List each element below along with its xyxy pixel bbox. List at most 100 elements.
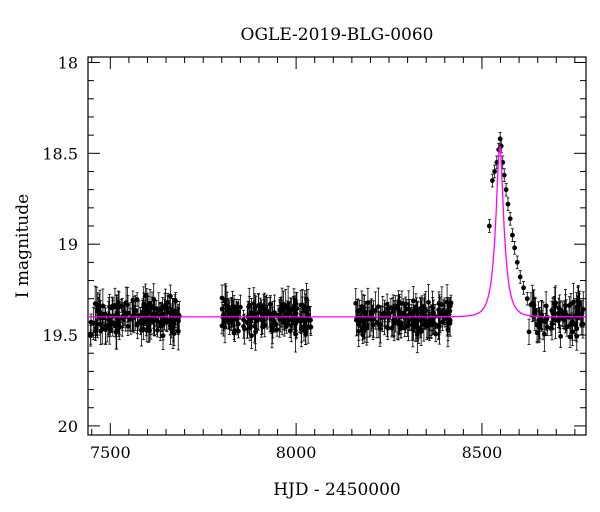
data-point	[357, 307, 363, 313]
data-point	[274, 327, 280, 332]
data-point	[529, 301, 535, 306]
data-point	[548, 325, 554, 331]
data-point	[510, 232, 515, 238]
data-point	[389, 325, 395, 331]
data-point	[114, 310, 120, 316]
data-point	[556, 315, 562, 320]
data-point	[145, 304, 150, 310]
data-point	[433, 331, 439, 337]
data-point	[287, 328, 293, 334]
data-point	[359, 304, 365, 309]
y-tick-label: 19.5	[42, 326, 78, 345]
data-point	[384, 301, 390, 307]
data-point	[249, 333, 254, 339]
data-point	[553, 300, 559, 306]
data-point	[409, 316, 415, 322]
x-tick-label: 8000	[276, 443, 317, 462]
data-point	[269, 323, 275, 328]
axis-ticks	[88, 57, 586, 435]
data-point	[370, 322, 376, 328]
data-point	[497, 136, 503, 142]
data-point	[526, 329, 532, 335]
data-point	[579, 322, 585, 327]
data-point	[447, 308, 453, 314]
data-point	[512, 245, 518, 251]
data-point	[486, 223, 492, 229]
data-point	[398, 325, 404, 331]
data-point	[143, 293, 149, 298]
data-point	[419, 317, 425, 323]
data-point	[251, 301, 257, 307]
data-point	[406, 306, 412, 312]
data-point	[430, 305, 436, 310]
data-point	[415, 325, 421, 330]
data-point	[580, 307, 586, 312]
y-tick-label: 18	[58, 53, 78, 72]
data-point	[147, 300, 153, 306]
data-point	[413, 305, 419, 310]
data-point	[284, 318, 290, 323]
data-point	[424, 318, 429, 324]
data-point	[246, 302, 252, 308]
data-point	[106, 313, 112, 319]
data-point	[125, 310, 131, 316]
data-point	[267, 301, 273, 307]
data-point	[155, 327, 160, 333]
data-point	[563, 303, 568, 309]
x-tick-label: 8500	[462, 443, 503, 462]
data-point	[444, 316, 450, 322]
x-axis-label: HJD - 2450000	[273, 480, 401, 500]
data-point	[223, 297, 228, 303]
data-point	[503, 187, 509, 193]
data-point	[385, 312, 391, 318]
y-tick-labels: 18 18.5 19 19.5 20	[42, 53, 78, 435]
data-point	[249, 310, 254, 315]
data-point	[293, 331, 298, 337]
data-point	[362, 317, 367, 323]
data-point	[385, 325, 391, 331]
data-point	[299, 302, 305, 308]
data-point	[396, 298, 402, 304]
data-point	[93, 320, 98, 326]
data-point	[543, 303, 549, 309]
data-point	[270, 317, 276, 323]
plot-frame	[87, 56, 587, 436]
data-point	[237, 304, 243, 310]
data-point	[424, 323, 430, 329]
data-point	[107, 304, 112, 310]
data-point	[223, 302, 229, 308]
data-point	[566, 303, 572, 308]
data-point	[377, 326, 383, 332]
data-point	[388, 305, 394, 311]
data-point	[144, 328, 150, 333]
data-point	[437, 310, 442, 316]
data-point	[277, 312, 283, 318]
data-point	[574, 309, 580, 315]
data-point	[112, 302, 118, 308]
data-point	[281, 301, 286, 307]
data-point	[138, 318, 143, 324]
data-point	[94, 302, 100, 308]
data-point	[505, 201, 511, 207]
data-point	[507, 216, 513, 222]
data-point	[403, 301, 409, 307]
y-axis-label: I magnitude	[13, 194, 33, 298]
data-point	[99, 326, 105, 332]
data-point	[364, 322, 370, 328]
x-tick-labels: 7500 8000 8500	[90, 443, 502, 462]
data-point	[574, 333, 580, 339]
data-point	[395, 302, 401, 308]
data-point	[382, 310, 388, 316]
data-point	[234, 311, 240, 317]
data-point	[410, 298, 416, 304]
data-point	[148, 319, 154, 324]
data-point	[257, 306, 263, 312]
data-point	[162, 303, 168, 308]
data-point	[130, 297, 136, 303]
data-point	[405, 322, 410, 328]
data-point	[152, 315, 157, 321]
data-point	[544, 316, 550, 322]
data-point	[251, 323, 257, 329]
data-point	[489, 178, 495, 183]
